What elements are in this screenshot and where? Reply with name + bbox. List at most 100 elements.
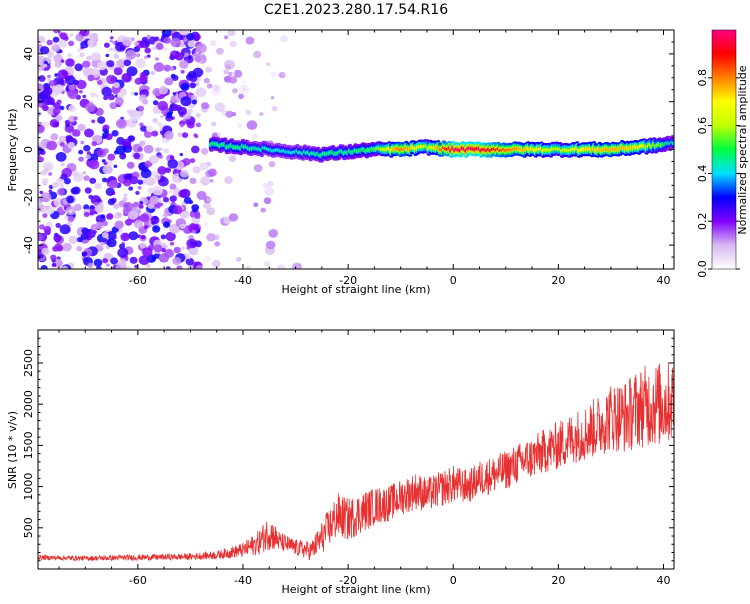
noise-blob: [170, 98, 175, 103]
noise-blob: [172, 92, 177, 96]
noise-blob: [210, 40, 217, 47]
noise-blob: [80, 40, 89, 49]
y-tick-label: -20: [22, 188, 35, 206]
x-tick-label: -60: [129, 274, 147, 287]
noise-blob: [179, 209, 190, 219]
noise-blob: [111, 191, 116, 195]
colorbar-tick-label: 0.8: [696, 69, 709, 87]
noise-blob: [263, 197, 272, 205]
x-tick-label: 20: [551, 274, 565, 287]
signal-band: [671, 141, 674, 146]
noise-blob: [203, 255, 211, 263]
noise-blob: [52, 36, 60, 43]
spectrogram-panel: -60 -40 -20 0 20 40 -40 -20 0 20 40 Height of stra…: [6, 29, 675, 296]
noise-blob: [135, 53, 141, 58]
noise-blob: [97, 150, 103, 156]
noise-blob: [81, 251, 88, 257]
noise-blob: [60, 162, 65, 167]
noise-blob: [253, 50, 262, 59]
y-tick-label: 500: [22, 517, 35, 538]
colorbar-label: Normalized spectral amplitude: [736, 65, 749, 234]
noise-blob: [75, 33, 84, 42]
noise-blob: [38, 224, 45, 230]
noise-blob: [38, 93, 46, 104]
noise-blob: [189, 158, 196, 164]
noise-blob: [121, 73, 132, 82]
noise-blob: [130, 91, 136, 96]
y-tick-label: 2500: [22, 349, 35, 377]
noise-blob: [228, 213, 239, 222]
noise-blob: [107, 93, 115, 101]
noise-blob: [143, 225, 149, 230]
noise-blob: [107, 153, 116, 161]
noise-blob: [120, 232, 130, 242]
noise-blob: [109, 47, 113, 52]
noise-blob: [155, 147, 161, 153]
noise-blob: [164, 249, 174, 258]
noise-blob: [259, 112, 264, 117]
noise-blob: [86, 151, 92, 156]
noise-blob: [210, 121, 217, 127]
noise-blob: [179, 123, 184, 128]
noise-blob: [217, 132, 222, 137]
noise-blob: [96, 79, 103, 85]
noise-blob: [152, 225, 161, 233]
noise-blob: [49, 80, 56, 87]
x-tick-label: 0: [450, 274, 457, 287]
noise-blob: [108, 179, 119, 189]
noise-blob: [110, 257, 118, 265]
noise-blob: [192, 67, 204, 78]
noise-blob: [85, 102, 96, 112]
noise-blob: [268, 161, 276, 168]
noise-blob: [91, 119, 96, 124]
noise-blob: [72, 186, 81, 195]
noise-blob: [84, 187, 92, 194]
noise-blob: [99, 241, 105, 247]
noise-blob: [138, 94, 148, 103]
noise-blob: [179, 152, 184, 157]
colorbar-tick-label: 0.4: [696, 165, 709, 183]
noise-blob: [60, 59, 65, 63]
noise-blob: [145, 176, 156, 186]
noise-blob: [72, 129, 81, 137]
noise-blob: [77, 123, 86, 132]
noise-blob: [58, 135, 67, 143]
noise-blob: [246, 120, 258, 130]
noise-blob: [202, 201, 211, 210]
noise-blob: [100, 214, 106, 219]
noise-blob: [51, 262, 57, 268]
noise-blob: [78, 156, 84, 162]
noise-blob: [171, 33, 176, 37]
noise-blob: [83, 144, 91, 152]
noise-blob: [193, 133, 198, 137]
noise-blob: [57, 188, 66, 196]
noise-blob: [88, 159, 100, 170]
noise-blob: [253, 202, 259, 208]
noise-blob: [48, 189, 53, 193]
noise-blob: [112, 41, 116, 45]
noise-blob: [133, 219, 143, 229]
noise-blob: [140, 125, 148, 132]
noise-blob: [53, 77, 65, 88]
noise-blob: [166, 111, 173, 118]
noise-blob: [231, 71, 235, 76]
x-tick-label: -20: [339, 274, 357, 287]
noise-blob: [189, 177, 197, 184]
noise-blob: [158, 86, 168, 95]
noise-blob: [106, 74, 117, 85]
noise-blob: [94, 182, 102, 190]
noise-blob: [150, 71, 156, 76]
noise-blob: [67, 141, 76, 149]
noise-blob: [180, 96, 192, 107]
noise-blob: [142, 247, 153, 257]
colorbar-tick-label: 0.0: [696, 260, 709, 278]
noise-blob: [232, 88, 238, 94]
noise-blob: [122, 197, 128, 202]
noise-blob: [85, 154, 91, 160]
noise-blob: [279, 35, 288, 43]
noise-blob: [54, 73, 59, 77]
noise-blob: [39, 190, 44, 195]
noise-blob: [134, 92, 139, 96]
noise-blob: [113, 236, 117, 240]
